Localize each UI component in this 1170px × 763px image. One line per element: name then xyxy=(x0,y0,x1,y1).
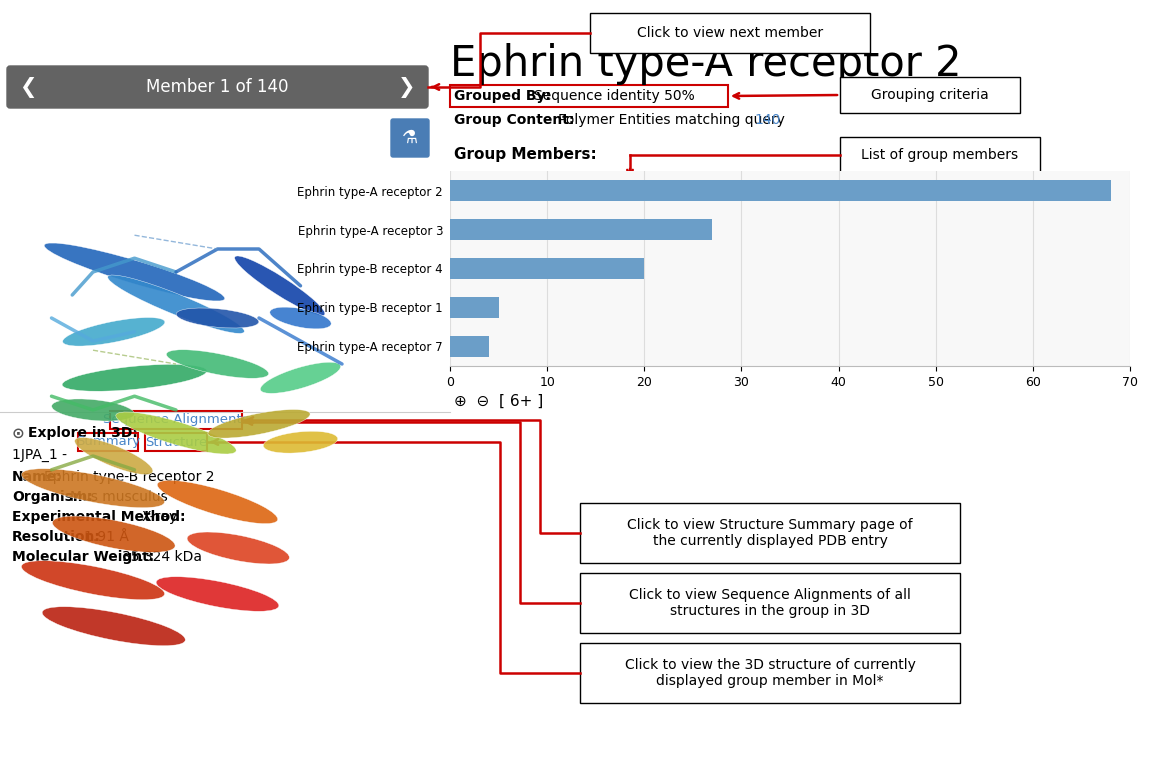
Ellipse shape xyxy=(270,307,331,329)
Text: Click to view Sequence Alignments of all
structures in the group in 3D: Click to view Sequence Alignments of all… xyxy=(629,588,911,618)
Text: Group Members:: Group Members: xyxy=(454,146,597,162)
Text: Grouped By:: Grouped By: xyxy=(454,89,551,103)
Ellipse shape xyxy=(166,349,269,378)
Bar xyxy=(145,433,207,451)
Text: Group Content:: Group Content: xyxy=(454,113,574,127)
FancyBboxPatch shape xyxy=(7,66,428,108)
Ellipse shape xyxy=(75,437,153,475)
Bar xyxy=(590,13,870,53)
Bar xyxy=(450,258,645,279)
Bar xyxy=(110,411,242,429)
Text: ❯: ❯ xyxy=(398,76,415,98)
Ellipse shape xyxy=(187,532,289,564)
Bar xyxy=(78,433,138,451)
Ellipse shape xyxy=(261,362,340,394)
Bar xyxy=(11,203,425,663)
Text: Ephrin type-B receptor 2: Ephrin type-B receptor 2 xyxy=(44,470,215,484)
Ellipse shape xyxy=(156,577,278,611)
Text: Click to view Structure Summary page of
the currently displayed PDB entry: Click to view Structure Summary page of … xyxy=(627,518,913,548)
Ellipse shape xyxy=(53,516,176,552)
Ellipse shape xyxy=(21,561,165,600)
Text: ⊙: ⊙ xyxy=(12,426,25,441)
Text: Ephrin type-A receptor 2: Ephrin type-A receptor 2 xyxy=(450,43,962,85)
Text: Organism:: Organism: xyxy=(12,490,92,504)
Text: 1JPA_1 -: 1JPA_1 - xyxy=(12,448,67,462)
Text: 35.324 kDa: 35.324 kDa xyxy=(123,550,202,564)
Text: Sequence Alignments: Sequence Alignments xyxy=(103,414,249,427)
Ellipse shape xyxy=(235,256,325,316)
Text: Click to view the 3D structure of currently
displayed group member in Mol*: Click to view the 3D structure of curren… xyxy=(625,658,915,688)
Text: 140: 140 xyxy=(753,113,780,127)
Ellipse shape xyxy=(63,317,165,346)
Bar xyxy=(580,573,961,633)
Text: ❮: ❮ xyxy=(19,76,36,98)
FancyBboxPatch shape xyxy=(391,119,429,157)
Bar xyxy=(450,219,713,240)
Text: Grouping criteria: Grouping criteria xyxy=(872,88,989,102)
Text: X-ray: X-ray xyxy=(142,510,178,524)
Bar xyxy=(450,336,489,357)
Bar xyxy=(450,85,728,107)
Ellipse shape xyxy=(62,365,207,391)
Bar xyxy=(840,137,1040,173)
Bar xyxy=(450,180,1110,201)
Bar xyxy=(580,503,961,563)
Text: Explore in 3D:: Explore in 3D: xyxy=(28,426,138,440)
Text: 1.91 Å: 1.91 Å xyxy=(83,530,129,544)
Bar xyxy=(840,77,1020,113)
Text: Resolution:: Resolution: xyxy=(12,530,101,544)
Ellipse shape xyxy=(44,243,225,301)
Text: Sequence identity 50%: Sequence identity 50% xyxy=(534,89,695,103)
Ellipse shape xyxy=(21,468,165,507)
Ellipse shape xyxy=(263,431,338,453)
Text: Member 1 of 140: Member 1 of 140 xyxy=(146,78,289,96)
Text: Name:: Name: xyxy=(12,470,62,484)
Ellipse shape xyxy=(157,481,277,523)
Text: Mus musculus: Mus musculus xyxy=(70,490,168,504)
Text: ⊕  ⊖  [ 6+ ]: ⊕ ⊖ [ 6+ ] xyxy=(454,394,543,409)
Text: Click to view next member: Click to view next member xyxy=(636,26,823,40)
Ellipse shape xyxy=(177,308,259,328)
Ellipse shape xyxy=(51,399,135,421)
Ellipse shape xyxy=(108,275,245,333)
Text: Structure: Structure xyxy=(145,436,207,449)
Ellipse shape xyxy=(116,412,236,454)
Text: Summary: Summary xyxy=(76,436,140,449)
Ellipse shape xyxy=(42,607,185,645)
Text: List of group members: List of group members xyxy=(861,148,1019,162)
Text: ⚗: ⚗ xyxy=(402,129,418,147)
Bar xyxy=(450,297,498,318)
Text: Experimental Method:: Experimental Method: xyxy=(12,510,186,524)
Text: Molecular Weight:: Molecular Weight: xyxy=(12,550,154,564)
Bar xyxy=(580,643,961,703)
Text: Polymer Entities matching query: Polymer Entities matching query xyxy=(558,113,785,127)
Ellipse shape xyxy=(208,410,310,438)
